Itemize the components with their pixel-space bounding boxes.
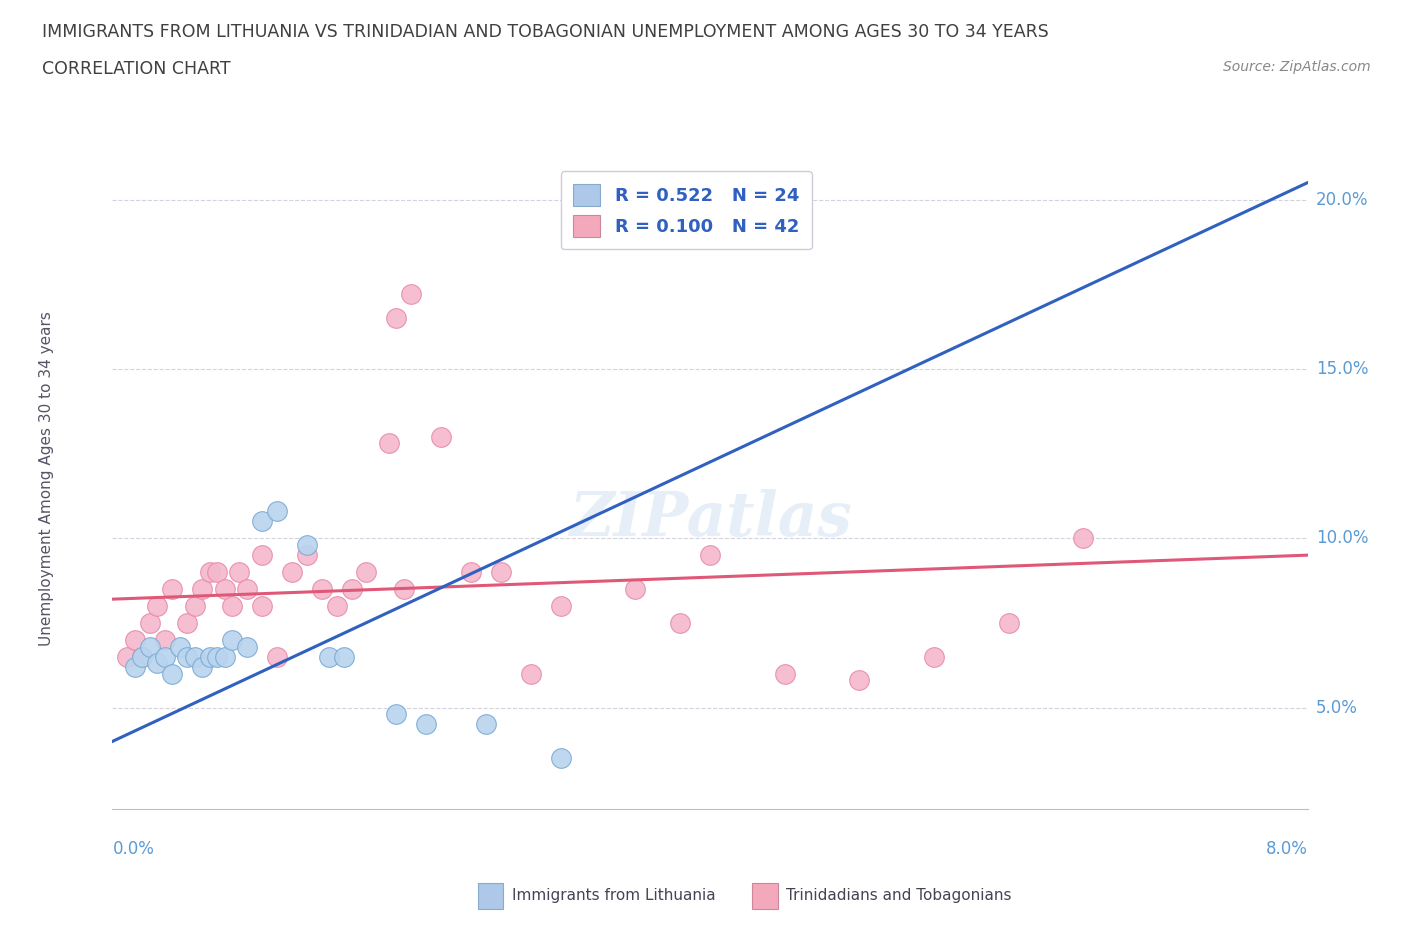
Text: 0.0%: 0.0% (112, 840, 155, 857)
Point (311, 581, 333, 596)
Point (198, 649, 221, 664)
Point (392, 581, 415, 596)
Point (198, 565, 221, 579)
Point (550, 599, 572, 614)
Point (117, 649, 139, 664)
Point (385, 707, 408, 722)
Point (295, 538, 318, 552)
Point (131, 649, 153, 664)
Point (250, 548, 273, 563)
Text: 5.0%: 5.0% (1316, 698, 1358, 716)
Point (550, 751, 572, 765)
Point (415, 717, 437, 732)
Point (124, 632, 146, 647)
Point (236, 639, 259, 654)
Point (1073, 531, 1095, 546)
Point (385, 311, 408, 325)
Text: CORRELATION CHART: CORRELATION CHART (42, 60, 231, 78)
Point (205, 649, 228, 664)
Point (624, 581, 647, 596)
Point (669, 616, 692, 631)
Text: 20.0%: 20.0% (1316, 191, 1368, 208)
Point (356, 565, 378, 579)
Point (162, 666, 183, 681)
Text: Immigrants from Lithuania: Immigrants from Lithuania (512, 888, 716, 903)
Text: Source: ZipAtlas.com: Source: ZipAtlas.com (1223, 60, 1371, 74)
Text: 15.0%: 15.0% (1316, 360, 1368, 378)
Point (146, 599, 169, 614)
Legend: R = 0.522   N = 24, R = 0.100   N = 42: R = 0.522 N = 24, R = 0.100 N = 42 (561, 171, 811, 249)
Point (520, 666, 543, 681)
Point (221, 632, 243, 647)
Point (214, 581, 236, 596)
Text: 10.0%: 10.0% (1316, 529, 1368, 547)
Text: Trinidadians and Tobagonians: Trinidadians and Tobagonians (786, 888, 1011, 903)
Point (266, 649, 288, 664)
Point (250, 599, 273, 614)
Point (183, 649, 205, 664)
Point (131, 649, 153, 664)
Point (922, 649, 945, 664)
Point (169, 639, 191, 654)
Point (205, 565, 228, 579)
Point (325, 599, 347, 614)
Point (124, 659, 146, 674)
Point (146, 656, 169, 671)
Point (281, 565, 304, 579)
Point (221, 599, 243, 614)
Point (176, 616, 198, 631)
Point (228, 565, 250, 579)
Point (214, 649, 236, 664)
Point (139, 639, 162, 654)
Point (699, 548, 721, 563)
Point (153, 649, 176, 664)
Point (266, 504, 288, 519)
Text: 8.0%: 8.0% (1265, 840, 1308, 857)
Point (430, 429, 453, 444)
Point (162, 581, 183, 596)
Point (139, 616, 162, 631)
Point (773, 666, 796, 681)
Point (183, 599, 205, 614)
Text: IMMIGRANTS FROM LITHUANIA VS TRINIDADIAN AND TOBAGONIAN UNEMPLOYMENT AMONG AGES : IMMIGRANTS FROM LITHUANIA VS TRINIDADIAN… (42, 23, 1049, 41)
Point (489, 565, 512, 579)
Point (176, 649, 198, 664)
Text: ZIPatlas: ZIPatlas (568, 488, 852, 549)
Point (191, 659, 214, 674)
Point (318, 649, 340, 664)
Point (848, 673, 870, 688)
Point (401, 287, 423, 302)
Point (340, 581, 363, 596)
Point (378, 436, 401, 451)
Point (460, 565, 482, 579)
Point (475, 717, 498, 732)
Point (250, 514, 273, 529)
Text: Unemployment Among Ages 30 to 34 years: Unemployment Among Ages 30 to 34 years (39, 312, 55, 646)
Point (191, 581, 214, 596)
Point (333, 649, 356, 664)
Point (153, 632, 176, 647)
Point (295, 548, 318, 563)
Point (998, 616, 1021, 631)
Point (236, 581, 259, 596)
